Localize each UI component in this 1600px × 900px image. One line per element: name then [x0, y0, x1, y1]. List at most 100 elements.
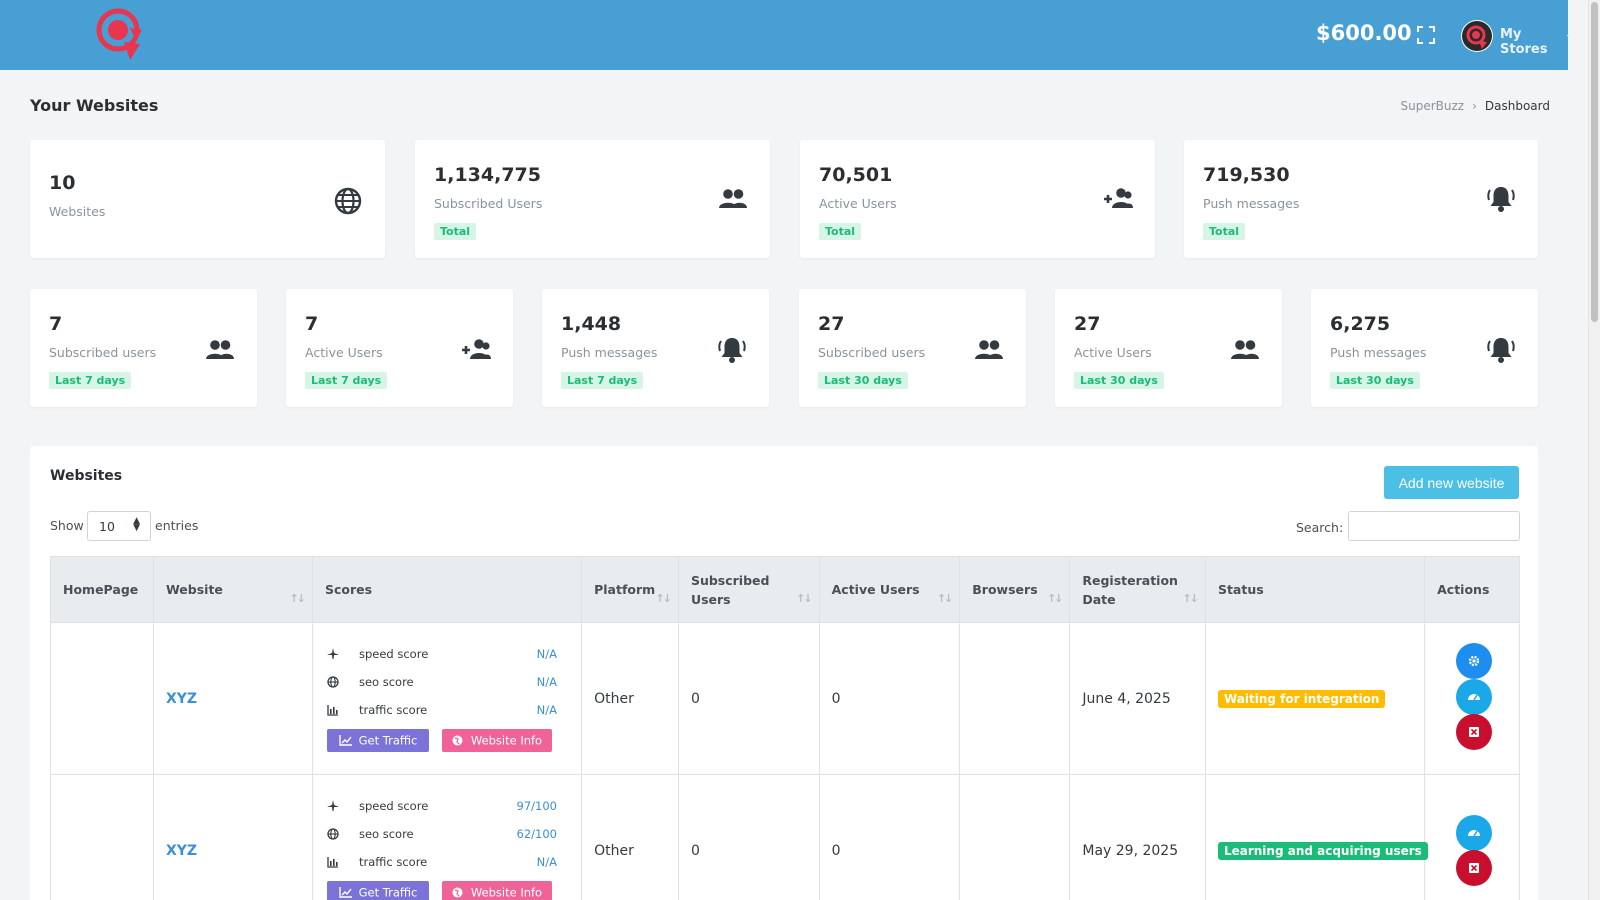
bar-chart-icon [327, 704, 338, 716]
col-status[interactable]: Status [1204, 556, 1426, 623]
stat-badge: Last 30 days [818, 372, 908, 389]
delete-button[interactable] [1456, 850, 1493, 886]
scores-cell: speed score 97/100 seo score 62/100 traf… [311, 774, 583, 900]
dashboard-button[interactable] [1456, 815, 1493, 851]
stat-card-subscribed-30d: 27 Subscribed users Last 30 days [799, 289, 1026, 407]
delete-icon [1469, 727, 1480, 737]
dashboard-icon [1468, 830, 1481, 837]
scrollbar-thumb[interactable] [1591, 2, 1598, 322]
score-value: N/A [536, 854, 557, 869]
sort-icon[interactable]: ↑↓ [1046, 592, 1064, 605]
stat-label: Push messages [1330, 345, 1427, 360]
stat-badge: Last 30 days [1074, 372, 1164, 389]
globe-icon [327, 827, 339, 840]
user-plus-icon [461, 335, 491, 365]
score-label: speed score [358, 646, 429, 661]
active-users-cell: 0 [818, 774, 961, 900]
line-chart-icon [338, 734, 352, 746]
sort-icon[interactable]: ↑↓ [936, 592, 954, 605]
settings-button[interactable] [1456, 643, 1493, 679]
chevron-down-icon[interactable]: ⌄ [1565, 30, 1573, 40]
stat-value: 1,448 [561, 313, 622, 335]
get-traffic-button[interactable]: Get Traffic [326, 728, 429, 752]
page-scrollbar[interactable] [1588, 0, 1600, 900]
stat-label: Websites [49, 204, 106, 219]
stat-value: 1,134,775 [434, 164, 541, 186]
stat-card-push-30d: 6,275 Push messages Last 30 days [1311, 289, 1538, 407]
stat-badge: Last 7 days [561, 372, 644, 389]
score-value: N/A [536, 702, 557, 717]
stat-label: Subscribed users [818, 345, 926, 360]
sort-icon[interactable]: ↑↓ [796, 592, 813, 605]
bell-icon [1486, 335, 1516, 365]
store-avatar[interactable] [1461, 20, 1493, 52]
stat-badge: Last 30 days [1330, 372, 1420, 389]
stat-label: Active Users [305, 345, 383, 360]
website-info-button[interactable]: Website Info [441, 880, 552, 900]
col-registration-date[interactable]: Registeration Date ↑↓ [1069, 556, 1206, 623]
search-input[interactable] [1348, 511, 1520, 541]
stat-badge: Last 7 days [49, 372, 132, 389]
seo-score-row: seo score N/A [327, 674, 557, 690]
col-scores[interactable]: Scores [311, 556, 583, 623]
dashboard-button[interactable] [1456, 679, 1493, 715]
scores-cell: speed score N/A seo score N/A traffic sc… [311, 622, 583, 775]
col-label: Website [165, 582, 223, 597]
table-header-row: HomePage Website ↑↓ Scores Platform ↑↓ Sub… [50, 556, 1520, 623]
stat-value: 70,501 [819, 164, 893, 186]
stat-badge: Last 7 days [305, 372, 388, 389]
score-value: 62/100 [516, 826, 557, 841]
my-stores-menu[interactable]: My Stores [1500, 27, 1548, 57]
sort-icon[interactable]: ↑↓ [289, 592, 307, 605]
stat-value: 27 [818, 313, 845, 335]
browsers-cell [959, 622, 1071, 775]
add-website-button[interactable]: Add new website [1384, 466, 1519, 499]
plane-icon [326, 647, 339, 659]
top-navbar: $600.00 My Stores ⌄ [0, 0, 1573, 70]
get-traffic-button[interactable]: Get Traffic [326, 880, 429, 900]
homepage-cell [50, 774, 154, 900]
col-label: Browsers [972, 582, 1038, 597]
browsers-cell [959, 774, 1071, 900]
breadcrumb-home-link[interactable]: SuperBuzz [1400, 99, 1465, 113]
websites-table: HomePage Website ↑↓ Scores Platform ↑↓ Sub… [50, 556, 1520, 900]
score-value: N/A [536, 646, 557, 661]
account-balance: $600.00 [1316, 21, 1412, 45]
col-subscribed-users[interactable]: Subscribed Users ↑↓ [677, 556, 820, 623]
score-label: seo score [358, 674, 414, 689]
button-label: Website Info [470, 885, 543, 900]
sort-icon[interactable]: ↑↓ [1182, 592, 1200, 605]
col-website[interactable]: Website ↑↓ [152, 556, 313, 623]
seo-score-row: seo score 62/100 [327, 826, 557, 842]
superbuzz-logo[interactable] [96, 8, 146, 62]
breadcrumb-current: Dashboard [1484, 99, 1550, 113]
website-link[interactable]: XYZ [165, 842, 198, 859]
speed-score-row: speed score N/A [326, 646, 557, 662]
entries-select[interactable]: 10 ▲ ▼ [87, 511, 151, 541]
users-icon [974, 335, 1004, 365]
status-cell: Learning and acquiring users [1204, 774, 1428, 900]
col-browsers[interactable]: Browsers ↑↓ [959, 556, 1071, 623]
website-cell: XYZ [152, 622, 313, 775]
panel-title: Websites [50, 468, 123, 484]
col-homepage[interactable]: HomePage [50, 556, 154, 623]
sort-icon[interactable]: ↑↓ [655, 592, 673, 605]
delete-button[interactable] [1456, 714, 1493, 750]
users-icon [1230, 335, 1260, 365]
score-label: traffic score [358, 702, 428, 717]
stat-label: Active Users [1074, 345, 1152, 360]
breadcrumb: SuperBuzz › Dashboard [1400, 99, 1550, 113]
fullscreen-icon[interactable] [1417, 26, 1435, 44]
col-platform[interactable]: Platform ↑↓ [581, 556, 679, 623]
platform-cell: Other [581, 774, 679, 900]
websites-panel: Websites Add new website Show 10 ▲ ▼ entr… [30, 446, 1538, 900]
stat-label: Push messages [561, 345, 658, 360]
bell-icon [1486, 184, 1516, 214]
stat-label: Subscribed users [49, 345, 157, 360]
active-users-cell: 0 [818, 622, 961, 775]
col-active-users[interactable]: Active Users ↑↓ [818, 556, 961, 623]
website-info-button[interactable]: Website Info [441, 728, 552, 752]
entries-value: 10 [99, 519, 115, 534]
website-link[interactable]: XYZ [165, 690, 198, 707]
button-label: Get Traffic [358, 885, 418, 900]
